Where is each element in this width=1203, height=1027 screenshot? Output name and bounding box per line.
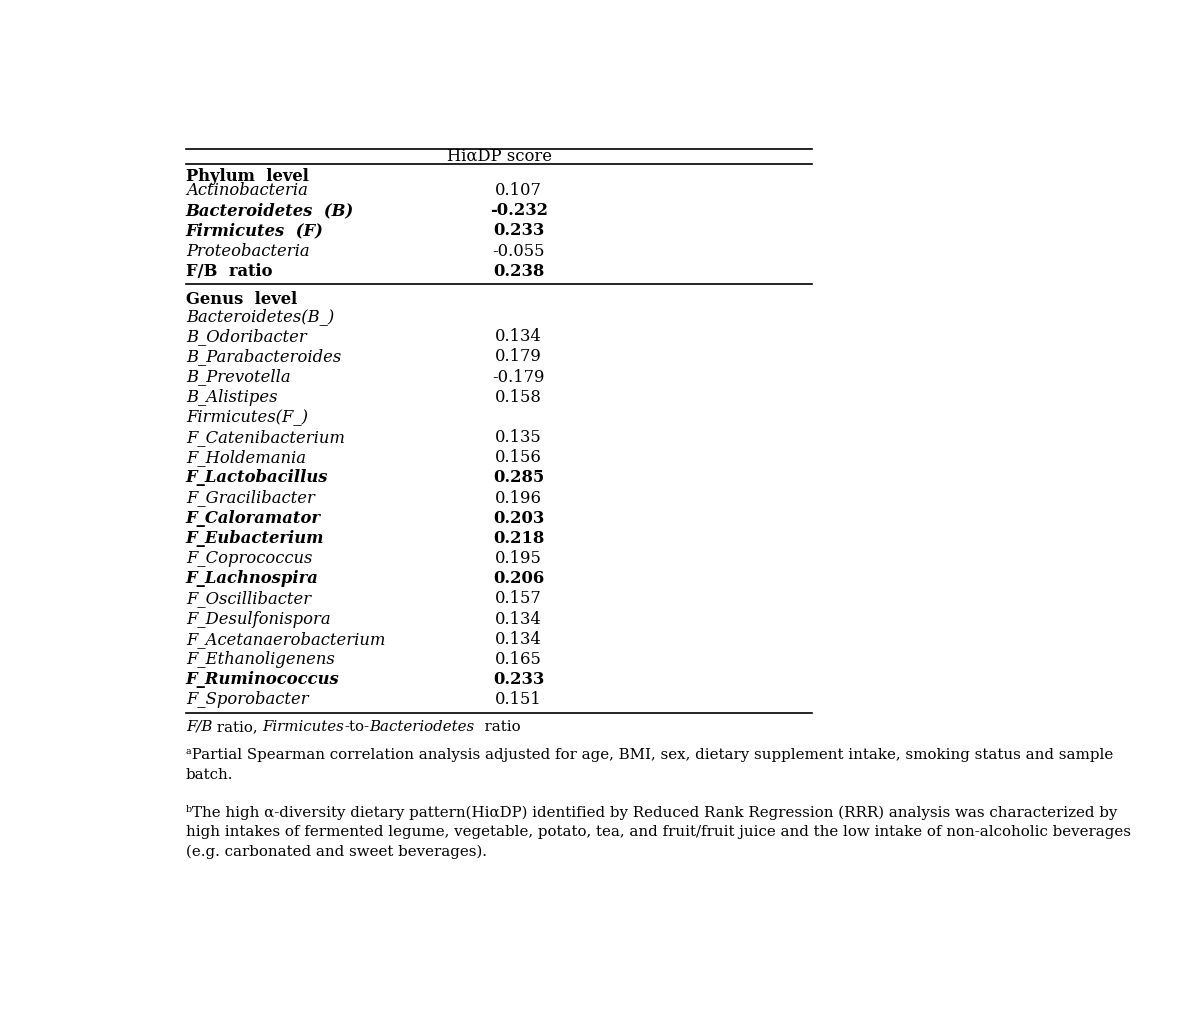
Text: -0.055: -0.055 [492,242,545,260]
Text: F_Lachnospira: F_Lachnospira [185,570,319,587]
Text: B_Odoribacter: B_Odoribacter [185,329,307,345]
Text: 0.179: 0.179 [496,348,543,366]
Text: 0.134: 0.134 [496,610,543,627]
Text: 0.206: 0.206 [493,570,544,587]
Text: 0.238: 0.238 [493,263,544,279]
Text: ᵃPartial Spearman correlation analysis adjusted for age, BMI, sex, dietary suppl: ᵃPartial Spearman correlation analysis a… [185,748,1113,782]
Text: -0.179: -0.179 [492,369,545,385]
Text: Firmicutes: Firmicutes [262,720,344,734]
Text: 0.158: 0.158 [496,389,543,406]
Text: F_Sporobacter: F_Sporobacter [185,691,308,709]
Text: 0.196: 0.196 [496,490,543,506]
Text: Firmicutes  (F): Firmicutes (F) [185,223,324,239]
Text: 0.156: 0.156 [496,449,543,466]
Text: F_Ethanoligenens: F_Ethanoligenens [185,651,334,668]
Text: ratio: ratio [475,720,521,734]
Text: F_Oscillibacter: F_Oscillibacter [185,591,310,607]
Text: ratio,: ratio, [212,720,262,734]
Text: F_Catenibacterium: F_Catenibacterium [185,429,345,446]
Text: F_Desulfonispora: F_Desulfonispora [185,610,331,627]
Text: B_Parabacteroides: B_Parabacteroides [185,348,342,366]
Text: Phylum  level: Phylum level [185,168,309,185]
Text: F_Lactobacillus: F_Lactobacillus [185,469,328,487]
Text: 0.285: 0.285 [493,469,544,487]
Text: Bacteroidetes  (B): Bacteroidetes (B) [185,202,354,219]
Text: B_Prevotella: B_Prevotella [185,369,290,385]
Text: 0.157: 0.157 [496,591,543,607]
Text: HiαDP score: HiαDP score [446,148,551,165]
Text: 0.195: 0.195 [496,550,543,567]
Text: F_Caloramator: F_Caloramator [185,509,321,527]
Text: ᵇThe high α-diversity dietary pattern(HiαDP) identified by Reduced Rank Regressi: ᵇThe high α-diversity dietary pattern(Hi… [185,804,1131,860]
Text: F/B: F/B [185,720,212,734]
Text: Genus  level: Genus level [185,291,297,308]
Text: 0.134: 0.134 [496,329,543,345]
Text: F_Holdemania: F_Holdemania [185,449,306,466]
Text: Actinobacteria: Actinobacteria [185,182,308,199]
Text: 0.218: 0.218 [493,530,544,547]
Text: 0.165: 0.165 [496,651,543,668]
Text: F_Acetanaerobacterium: F_Acetanaerobacterium [185,631,385,648]
Text: Bacteroidetes(B_): Bacteroidetes(B_) [185,308,334,326]
Text: -to-: -to- [344,720,369,734]
Text: 0.151: 0.151 [496,691,543,709]
Text: Proteobacteria: Proteobacteria [185,242,309,260]
Text: 0.135: 0.135 [496,429,543,446]
Text: -0.232: -0.232 [490,202,547,219]
Text: Bacteriodetes: Bacteriodetes [369,720,475,734]
Text: F/B  ratio: F/B ratio [185,263,272,279]
Text: B_Alistipes: B_Alistipes [185,389,278,406]
Text: F_Ruminococcus: F_Ruminococcus [185,671,339,688]
Text: 0.233: 0.233 [493,671,544,688]
Text: F_Eubacterium: F_Eubacterium [185,530,325,547]
Text: Firmicutes(F_): Firmicutes(F_) [185,409,308,426]
Text: F_Coprococcus: F_Coprococcus [185,550,312,567]
Text: 0.134: 0.134 [496,631,543,648]
Text: F_Gracilibacter: F_Gracilibacter [185,490,315,506]
Text: 0.107: 0.107 [496,182,543,199]
Text: 0.203: 0.203 [493,509,544,527]
Text: 0.233: 0.233 [493,223,544,239]
